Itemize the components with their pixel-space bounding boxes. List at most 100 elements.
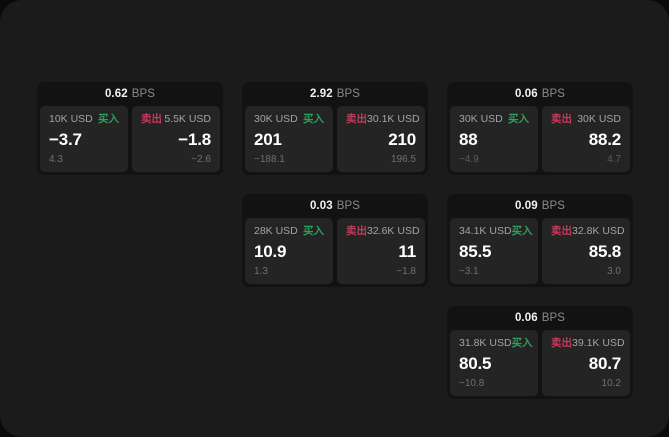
quote-column-2: 2.92 BPS 30K USD 买入 201 −188.1 卖出 <box>242 82 428 287</box>
quote-card[interactable]: 0.06 BPS 31.8K USD 买入 80.5 −10.8 卖 <box>447 306 633 399</box>
buy-size-label: 10K USD <box>49 113 93 125</box>
bps-value: 0.62 <box>104 88 128 100</box>
card-header: 0.09 BPS <box>447 194 633 218</box>
buy-side[interactable]: 28K USD 买入 10.9 1.3 <box>245 218 333 284</box>
sell-price: 88.2 <box>588 130 621 149</box>
buy-delta: −4.9 <box>459 154 479 165</box>
bps-unit-label: BPS <box>541 312 566 324</box>
sell-side-header: 卖出 5.5K USD <box>141 113 211 125</box>
sell-delta: −1.8 <box>396 266 416 277</box>
card-sides: 31.8K USD 买入 80.5 −10.8 卖出 39.1K USD 80.… <box>447 330 633 399</box>
bps-unit-label: BPS <box>336 88 361 100</box>
buy-price: 201 <box>254 130 282 149</box>
buy-side[interactable]: 10K USD 买入 −3.7 4.3 <box>40 106 128 172</box>
buy-size-label: 30K USD <box>459 113 503 125</box>
buy-price: 85.5 <box>459 242 492 261</box>
sell-delta: 196.5 <box>390 154 416 165</box>
sell-size-label: 32.6K USD <box>367 225 420 237</box>
buy-action-label: 买入 <box>98 113 119 125</box>
bps-unit-label: BPS <box>336 200 361 212</box>
buy-size-label: 28K USD <box>254 225 298 237</box>
quote-board: 0.62 BPS 10K USD 买入 −3.7 4.3 卖出 <box>37 82 633 399</box>
buy-delta: −3.1 <box>459 266 479 277</box>
quote-card[interactable]: 2.92 BPS 30K USD 买入 201 −188.1 卖出 <box>242 82 428 175</box>
card-sides: 30K USD 买入 201 −188.1 卖出 30.1K USD 210 1… <box>242 106 428 175</box>
buy-delta: −10.8 <box>459 378 485 389</box>
card-header: 0.03 BPS <box>242 194 428 218</box>
sell-side-header: 卖出 39.1K USD <box>551 337 625 349</box>
sell-delta: 10.2 <box>601 378 621 389</box>
sell-side[interactable]: 卖出 39.1K USD 80.7 10.2 <box>542 330 630 396</box>
buy-delta: 4.3 <box>49 154 63 165</box>
buy-action-label: 买入 <box>511 225 533 237</box>
card-header: 0.06 BPS <box>447 82 633 106</box>
sell-size-label: 30K USD <box>577 113 621 125</box>
sell-price: 11 <box>398 242 416 261</box>
sell-side[interactable]: 卖出 5.5K USD −1.8 −2.6 <box>132 106 220 172</box>
quote-card[interactable]: 0.09 BPS 34.1K USD 买入 85.5 −3.1 卖出 <box>447 194 633 287</box>
buy-side[interactable]: 31.8K USD 买入 80.5 −10.8 <box>450 330 538 396</box>
buy-side-header: 28K USD 买入 <box>254 225 324 237</box>
sell-delta: −2.6 <box>191 154 211 165</box>
bps-value: 0.06 <box>514 88 538 100</box>
sell-side[interactable]: 卖出 32.8K USD 85.8 3.0 <box>542 218 630 284</box>
quote-column-1: 0.62 BPS 10K USD 买入 −3.7 4.3 卖出 <box>37 82 223 175</box>
bps-value: 0.09 <box>514 200 538 212</box>
quote-card[interactable]: 0.06 BPS 30K USD 买入 88 −4.9 卖出 <box>447 82 633 175</box>
card-sides: 34.1K USD 买入 85.5 −3.1 卖出 32.8K USD 85.8… <box>447 218 633 287</box>
sell-side-header: 卖出 32.6K USD <box>346 225 420 237</box>
buy-side-header: 34.1K USD 买入 <box>459 225 533 237</box>
buy-action-label: 买入 <box>511 337 533 349</box>
buy-side-header: 10K USD 买入 <box>49 113 119 125</box>
sell-size-label: 5.5K USD <box>164 113 211 125</box>
sell-size-label: 39.1K USD <box>572 337 625 349</box>
sell-size-label: 32.8K USD <box>572 225 625 237</box>
bps-unit-label: BPS <box>131 88 156 100</box>
buy-side[interactable]: 30K USD 买入 201 −188.1 <box>245 106 333 172</box>
card-sides: 10K USD 买入 −3.7 4.3 卖出 5.5K USD −1.8 −2.… <box>37 106 223 175</box>
quote-card[interactable]: 0.03 BPS 28K USD 买入 10.9 1.3 卖出 <box>242 194 428 287</box>
buy-price: 88 <box>459 130 478 149</box>
sell-side[interactable]: 卖出 32.6K USD 11 −1.8 <box>337 218 425 284</box>
buy-price: 80.5 <box>459 354 492 373</box>
buy-side[interactable]: 30K USD 买入 88 −4.9 <box>450 106 538 172</box>
sell-price: −1.8 <box>178 130 211 149</box>
sell-side[interactable]: 卖出 30K USD 88.2 4.7 <box>542 106 630 172</box>
sell-action-label: 卖出 <box>551 225 572 237</box>
sell-price: 80.7 <box>588 354 621 373</box>
quote-card[interactable]: 0.62 BPS 10K USD 买入 −3.7 4.3 卖出 <box>37 82 223 175</box>
buy-action-label: 买入 <box>303 225 324 237</box>
card-header: 2.92 BPS <box>242 82 428 106</box>
sell-side-header: 卖出 32.8K USD <box>551 225 625 237</box>
sell-side-header: 卖出 30.1K USD <box>346 113 420 125</box>
sell-action-label: 卖出 <box>346 113 367 125</box>
bps-unit-label: BPS <box>541 200 566 212</box>
buy-size-label: 30K USD <box>254 113 298 125</box>
sell-action-label: 卖出 <box>141 113 162 125</box>
sell-action-label: 卖出 <box>346 225 367 237</box>
sell-delta: 4.7 <box>607 154 621 165</box>
buy-side-header: 30K USD 买入 <box>254 113 324 125</box>
sell-side-header: 卖出 30K USD <box>551 113 621 125</box>
card-header: 0.06 BPS <box>447 306 633 330</box>
sell-delta: 3.0 <box>607 266 621 277</box>
buy-size-label: 31.8K USD <box>459 337 512 349</box>
sell-price: 210 <box>388 130 416 149</box>
buy-price: −3.7 <box>49 130 82 149</box>
bps-value: 2.92 <box>309 88 333 100</box>
buy-price: 10.9 <box>254 242 287 261</box>
buy-delta: 1.3 <box>254 266 268 277</box>
buy-side[interactable]: 34.1K USD 买入 85.5 −3.1 <box>450 218 538 284</box>
sell-action-label: 卖出 <box>551 113 572 125</box>
buy-action-label: 买入 <box>303 113 324 125</box>
bps-unit-label: BPS <box>541 88 566 100</box>
sell-side[interactable]: 卖出 30.1K USD 210 196.5 <box>337 106 425 172</box>
sell-price: 85.8 <box>588 242 621 261</box>
buy-side-header: 31.8K USD 买入 <box>459 337 533 349</box>
card-sides: 28K USD 买入 10.9 1.3 卖出 32.6K USD 11 −1.8 <box>242 218 428 287</box>
bps-value: 0.06 <box>514 312 538 324</box>
card-sides: 30K USD 买入 88 −4.9 卖出 30K USD 88.2 4.7 <box>447 106 633 175</box>
buy-size-label: 34.1K USD <box>459 225 512 237</box>
bps-value: 0.03 <box>309 200 333 212</box>
